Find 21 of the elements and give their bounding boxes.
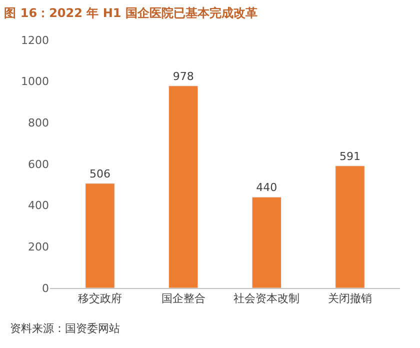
text: 资料来源：国资委网站 — [10, 322, 120, 335]
bar — [335, 166, 365, 288]
data-label: 506 — [90, 167, 110, 180]
y-tick-label: 800 — [28, 116, 49, 130]
x-tick-label: 移交政府 — [78, 292, 122, 306]
y-tick-label: 600 — [28, 158, 49, 171]
x-tick-label: 关闭撤销 — [328, 292, 372, 306]
data-label: 591 — [340, 150, 360, 163]
x-tick-label: 国企整合 — [161, 292, 206, 306]
data-label: 440 — [256, 181, 278, 194]
y-tick-label: 0 — [42, 282, 49, 295]
bar — [85, 183, 115, 288]
y-tick-label: 200 — [28, 240, 49, 254]
y-tick-label: 1200 — [21, 34, 49, 47]
y-tick-label: 1000 — [21, 75, 49, 88]
data-label: 978 — [172, 70, 194, 83]
chart-title: 图 16：2022 年 H1 国企医院已基本完成改革 — [4, 6, 258, 20]
bar — [252, 196, 282, 288]
x-tick-label: 社会资本改制 — [234, 292, 300, 306]
y-tick-label: 400 — [28, 199, 49, 212]
bar — [168, 86, 198, 288]
